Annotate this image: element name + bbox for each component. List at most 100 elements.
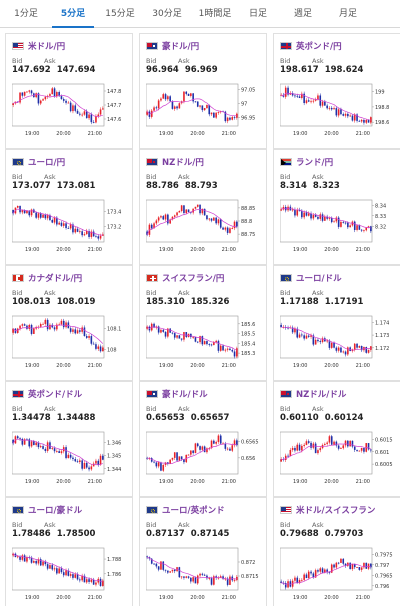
candle-body — [90, 466, 93, 470]
rate-card[interactable]: ユーロ/英ポンド Bid Ask 0.87137 0.87145 0.872 0.8715 1… — [139, 497, 267, 606]
rate-card[interactable]: 豪ドル/円 Bid Ask 96.964 96.969 97.05 97 96.95 19:00… — [139, 33, 267, 149]
x-tick-label: 19:00 — [159, 595, 173, 601]
pair-name[interactable]: 英ポンド/ドル — [28, 390, 83, 400]
candle-body — [206, 448, 208, 453]
ask-label: Ask — [44, 173, 56, 181]
ask-label: Ask — [312, 289, 324, 297]
candle-body — [178, 456, 181, 461]
candle-body — [49, 565, 51, 569]
candle-body — [330, 107, 333, 110]
candle-body — [190, 333, 192, 338]
candle-body — [176, 212, 178, 216]
candle-body — [162, 216, 165, 220]
tab-0[interactable]: 1分足 — [14, 9, 38, 19]
candle-body — [328, 572, 331, 574]
y-tick-label: 0.7975 — [375, 552, 393, 558]
rate-card[interactable]: 英ポンド/円 Bid Ask 198.617 198.624 199 198.8 198.6 1… — [273, 33, 400, 149]
tab-1[interactable]: 5分足 — [52, 0, 94, 28]
plot-area — [12, 547, 105, 591]
pair-name[interactable]: 豪ドル/ドル — [162, 390, 208, 400]
card-header: 英ポンド/円 — [280, 40, 342, 52]
candle-body — [201, 573, 204, 575]
candle-body — [296, 444, 299, 451]
rate-card[interactable]: ランド/円 Bid Ask 8.314 8.323 8.34 8.33 8.32 19:00 20… — [273, 149, 400, 265]
candle-body — [180, 338, 183, 340]
candle-body — [333, 221, 335, 223]
candle-body — [30, 209, 33, 216]
pair-name[interactable]: ユーロ/豪ドル — [28, 506, 83, 516]
candle-body — [226, 348, 229, 350]
rate-card[interactable]: ユーロ/ドル Bid Ask 1.17188 1.17191 1.174 1.173 1.17… — [273, 265, 400, 381]
moving-average-line — [12, 438, 103, 466]
candle-body — [358, 120, 361, 122]
candle-body — [37, 559, 40, 564]
candle-body — [229, 448, 231, 451]
candle-body — [203, 574, 206, 576]
pair-name[interactable]: ユーロ/円 — [28, 158, 66, 168]
rate-card[interactable]: スイスフラン/円 Bid Ask 185.310 185.326 185.6 185.5 18… — [139, 265, 267, 381]
rate-card[interactable]: 米ドル/スイスフラン Bid Ask 0.79688 0.79703 0.7975 0.79… — [273, 497, 400, 606]
candle-body — [224, 111, 227, 122]
candle-body — [199, 105, 201, 107]
ask-label: Ask — [44, 405, 56, 413]
bid-ask-labels: Bid Ask — [280, 173, 344, 181]
candle-body — [178, 567, 181, 578]
rate-card[interactable]: 英ポンド/ドル Bid Ask 1.34478 1.34488 1.346 1.345 1.3… — [5, 381, 133, 497]
rate-card[interactable]: カナダドル/円 Bid Ask 108.013 108.019 108.1 108 19:00… — [5, 265, 133, 381]
candle-body — [37, 442, 40, 448]
pair-name[interactable]: ユーロ/英ポンド — [162, 506, 225, 516]
pair-name[interactable]: NZドル/ドル — [296, 390, 347, 400]
pair-name[interactable]: カナダドル/円 — [28, 274, 83, 284]
pair-name[interactable]: 米ドル/円 — [28, 42, 66, 52]
rate-card[interactable]: 米ドル/円 Bid Ask 147.692 147.694 147.8 147.7 147.6… — [5, 33, 133, 149]
tab-7[interactable]: 月足 — [338, 9, 357, 19]
candle-body — [26, 91, 28, 93]
candle-body — [51, 220, 54, 223]
bid-label: Bid — [12, 521, 23, 529]
candle-body — [60, 96, 63, 100]
candle-body — [199, 204, 201, 214]
eu-flag-icon — [280, 274, 292, 282]
rate-card[interactable]: ユーロ/円 Bid Ask 173.077 173.081 173.4 173.2 19:00… — [5, 149, 133, 265]
tab-3[interactable]: 30分足 — [152, 9, 182, 19]
candle-body — [187, 576, 190, 578]
candle-body — [12, 328, 14, 333]
candle-body — [176, 335, 178, 338]
candle-body — [72, 329, 74, 332]
candle-body — [153, 107, 155, 111]
x-tick-label: 19:00 — [159, 479, 173, 485]
candle-body — [213, 440, 215, 444]
ask-label: Ask — [312, 405, 324, 413]
candle-body — [312, 335, 315, 345]
tab-4[interactable]: 1時間足 — [198, 9, 232, 19]
candle-body — [337, 445, 340, 449]
candle-body — [365, 120, 368, 123]
pair-name[interactable]: 豪ドル/円 — [162, 42, 200, 52]
candle-body — [344, 563, 347, 566]
candle-body — [190, 577, 192, 582]
pair-name[interactable]: NZドル/円 — [162, 158, 204, 168]
tab-5[interactable]: 日足 — [248, 9, 267, 19]
rate-card[interactable]: NZドル/円 Bid Ask 88.786 88.793 88.85 88.8 88.75 19… — [139, 149, 267, 265]
pair-name[interactable]: スイスフラン/円 — [162, 274, 225, 284]
candle-body — [328, 340, 331, 348]
rate-card[interactable]: ユーロ/豪ドル Bid Ask 1.78486 1.78500 1.788 1.786 19:… — [5, 497, 133, 606]
pair-name[interactable]: 米ドル/スイスフラン — [296, 506, 376, 516]
rate-card[interactable]: NZドル/ドル Bid Ask 0.60110 0.60124 0.6015 0.601 0.… — [273, 381, 400, 497]
y-tick-label: 0.601 — [375, 450, 389, 456]
tab-6[interactable]: 週足 — [293, 9, 312, 19]
y-tick-label: 8.34 — [375, 203, 386, 209]
candle-body — [102, 234, 104, 236]
pair-name[interactable]: 英ポンド/円 — [296, 42, 342, 52]
y-tick-label: 97 — [241, 102, 247, 108]
candle-body — [303, 444, 305, 446]
rate-card[interactable]: 豪ドル/ドル Bid Ask 0.65653 0.65657 0.6565 0.656 19:… — [139, 381, 267, 497]
candle-body — [219, 219, 222, 228]
candle-body — [305, 212, 308, 216]
pair-name[interactable]: ユーロ/ドル — [296, 274, 342, 284]
candle-body — [74, 228, 77, 233]
pair-name[interactable]: ランド/円 — [296, 158, 334, 168]
candle-body — [340, 221, 342, 227]
candle-body — [56, 568, 58, 574]
tab-2[interactable]: 15分足 — [105, 9, 135, 19]
